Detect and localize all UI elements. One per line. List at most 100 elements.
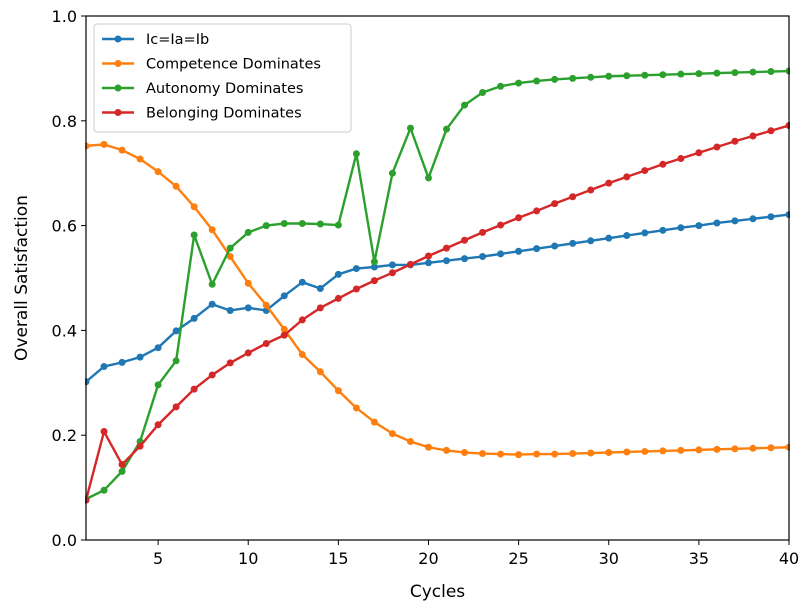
x-axis-label: Cycles	[410, 582, 465, 602]
data-point	[533, 207, 541, 215]
data-point	[677, 155, 685, 163]
data-point	[118, 146, 126, 154]
data-point	[497, 82, 505, 90]
legend-swatch-marker	[114, 109, 122, 116]
data-point	[136, 155, 144, 163]
data-point	[605, 234, 613, 242]
series-line	[85, 124, 790, 501]
data-point	[370, 418, 378, 426]
data-point	[190, 231, 198, 239]
data-point	[443, 446, 451, 454]
y-tick-label: 0.6	[52, 217, 77, 236]
data-point	[641, 71, 649, 79]
series-line	[85, 69, 790, 501]
data-point	[100, 486, 108, 494]
data-point	[515, 79, 523, 87]
y-tick-label: 0.2	[52, 426, 77, 445]
x-tick-label: 35	[689, 549, 709, 568]
data-point	[551, 75, 559, 83]
plot-frame	[85, 15, 790, 541]
legend-label: Belonging Dominates	[146, 106, 302, 122]
legend-item: Belonging Dominates	[102, 106, 302, 122]
data-point	[623, 72, 631, 80]
legend-label: Competence Dominates	[146, 57, 321, 73]
data-point	[497, 250, 505, 258]
data-point	[479, 89, 487, 97]
data-point	[479, 228, 487, 236]
legend: Ic=Ia=Ib Competence Dominates Autonomy Dom…	[93, 23, 352, 133]
series-layer	[85, 67, 790, 504]
data-point	[731, 445, 739, 453]
data-point	[208, 280, 216, 288]
data-point	[136, 442, 144, 450]
data-point	[749, 215, 757, 223]
legend-box	[93, 23, 352, 133]
legend-item: Autonomy Dominates	[102, 81, 303, 97]
data-point	[551, 450, 559, 458]
data-point	[154, 168, 162, 176]
data-point	[605, 448, 613, 456]
data-point	[641, 229, 649, 237]
data-point	[244, 279, 252, 287]
data-point	[352, 150, 360, 158]
data-point	[316, 284, 324, 292]
data-point	[226, 359, 234, 367]
data-point	[226, 306, 234, 314]
data-point	[641, 167, 649, 175]
data-point	[713, 69, 721, 77]
series-4	[85, 122, 790, 504]
data-point	[569, 239, 577, 247]
data-point	[533, 450, 541, 458]
data-point	[767, 127, 775, 135]
data-point	[190, 314, 198, 322]
series-line	[85, 213, 790, 383]
data-point	[136, 353, 144, 361]
series-2	[85, 140, 790, 459]
legend-swatch-marker	[114, 84, 122, 92]
data-point	[334, 221, 342, 229]
data-point	[731, 137, 739, 145]
data-point	[316, 304, 324, 312]
data-point	[424, 259, 432, 267]
data-point	[100, 140, 108, 148]
data-point	[515, 214, 523, 222]
data-point	[479, 450, 487, 458]
data-point	[424, 443, 432, 451]
data-point	[641, 447, 649, 455]
legend-swatch-marker	[114, 60, 122, 67]
data-point	[334, 294, 342, 302]
data-point	[316, 220, 324, 228]
data-point	[244, 304, 252, 312]
data-point	[118, 467, 126, 475]
data-point	[280, 325, 288, 333]
data-point	[533, 77, 541, 85]
data-point	[749, 444, 757, 452]
data-point	[424, 174, 432, 182]
data-point	[497, 221, 505, 229]
data-point	[569, 193, 577, 201]
data-point	[587, 449, 595, 457]
data-point	[461, 448, 469, 456]
data-point	[461, 255, 469, 263]
data-point	[443, 244, 451, 252]
data-point	[713, 219, 721, 227]
data-point	[713, 445, 721, 453]
data-point	[334, 270, 342, 278]
data-point	[695, 149, 703, 157]
data-point	[118, 461, 126, 469]
data-point	[370, 277, 378, 285]
x-tick-label: 5	[153, 549, 163, 568]
data-point	[172, 327, 180, 335]
data-point	[208, 300, 216, 308]
data-point	[659, 226, 667, 234]
y-axis-label: Overall Satisfaction	[12, 195, 32, 361]
data-point	[479, 253, 487, 261]
x-tick-label: 30	[599, 549, 619, 568]
data-point	[406, 124, 414, 132]
data-point	[388, 430, 396, 438]
data-point	[767, 213, 775, 221]
data-point	[388, 269, 396, 277]
data-point	[334, 387, 342, 395]
x-tick-label: 15	[328, 549, 348, 568]
data-point	[443, 125, 451, 133]
